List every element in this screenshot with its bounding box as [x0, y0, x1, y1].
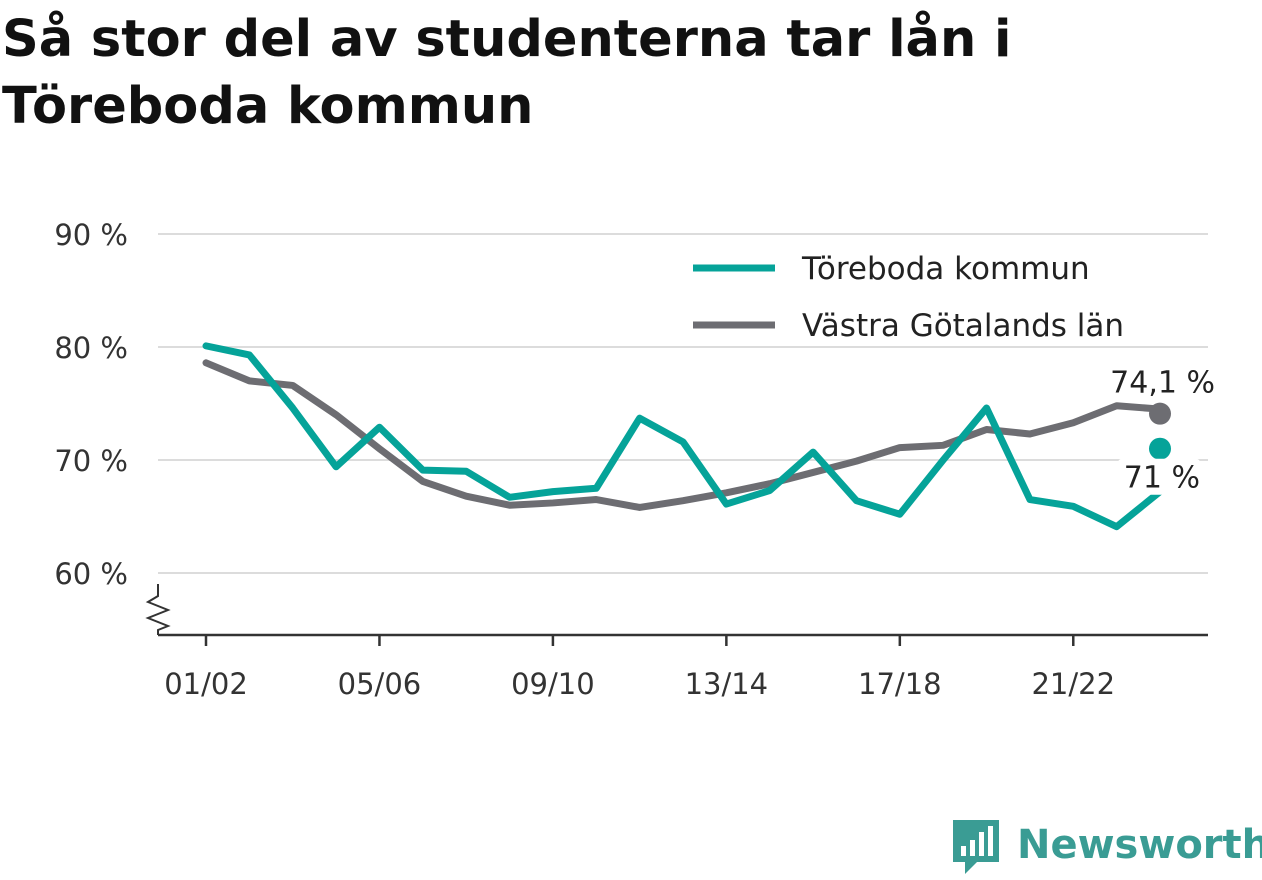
y-tick-label: 70 %: [54, 444, 128, 478]
chart-title: Så stor del av studenterna tar lån i Tör…: [2, 10, 1012, 136]
series-lines: [202, 342, 1164, 531]
vastra-gotaland-end-label: 74,1 %: [1110, 366, 1215, 401]
x-tick-label: 21/22: [1031, 667, 1115, 701]
vastra-gotaland-line: [202, 359, 1164, 511]
y-tick-label: 80 %: [54, 331, 128, 365]
x-tick-label: 01/02: [164, 667, 248, 701]
legend-label: Töreboda kommun: [801, 251, 1090, 287]
end-labels: 74,1 % 71 %: [1110, 366, 1215, 496]
bar-chart-badge-icon: [953, 820, 999, 874]
y-axis-ticks: 60 % 70 % 80 % 90 %: [54, 218, 128, 591]
y-tick-label: 90 %: [54, 218, 128, 252]
toreboda-line: [202, 342, 1164, 531]
toreboda-end-label: 71 %: [1124, 461, 1200, 496]
x-tick-label: 05/06: [338, 667, 422, 701]
axis-break-mark: [145, 584, 171, 635]
brand-name: Newsworthy: [1017, 822, 1262, 868]
legend-label: Västra Götalands län: [802, 308, 1124, 344]
newsworthy-logo: Newsworthy: [951, 818, 1262, 876]
gridlines: [158, 233, 1208, 574]
x-tick-label: 17/18: [858, 667, 942, 701]
legend: Töreboda kommun Västra Götalands län: [682, 240, 1192, 346]
toreboda-label-background: [1118, 458, 1200, 495]
vastra-gotaland-end-point: [1149, 402, 1171, 425]
y-tick-label: 60 %: [54, 557, 128, 591]
x-axis: 01/02 05/06 09/10 13/14 17/18 21/22: [145, 584, 1208, 701]
toreboda-end-point: [1149, 437, 1171, 460]
x-tick-label: 13/14: [685, 667, 769, 701]
x-tick-label: 09/10: [511, 667, 595, 701]
